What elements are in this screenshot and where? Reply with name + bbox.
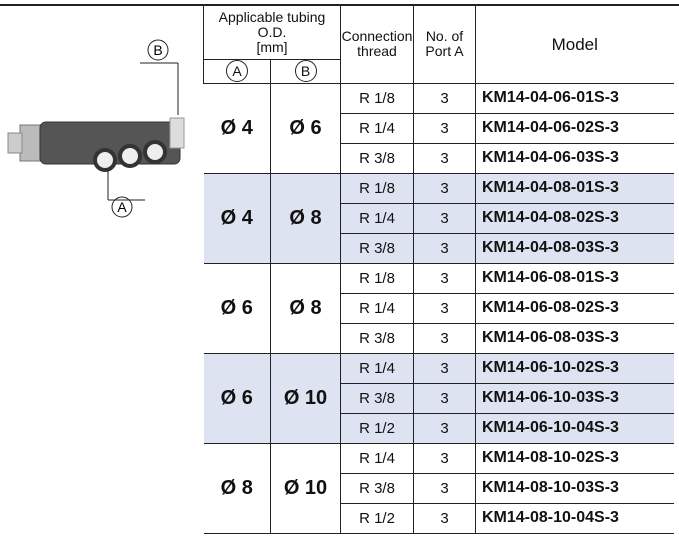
table-row: R 3/8 3 KM14-06-10-03S-3 bbox=[204, 383, 674, 414]
model: KM14-04-08-03S-3 bbox=[475, 233, 674, 264]
size-b: Ø 10 bbox=[270, 353, 341, 444]
model: KM14-08-10-02S-3 bbox=[475, 443, 674, 474]
port-count: 3 bbox=[413, 293, 476, 324]
port-b bbox=[169, 117, 185, 149]
port-count: 3 bbox=[413, 413, 476, 444]
model: KM14-04-08-01S-3 bbox=[475, 173, 674, 204]
port-count: 3 bbox=[413, 323, 476, 354]
header-ports: No. of Port A bbox=[413, 6, 476, 84]
size-a: Ø 6 bbox=[203, 263, 271, 354]
thread: R 1/2 bbox=[340, 503, 414, 534]
model: KM14-06-08-03S-3 bbox=[475, 323, 674, 354]
port-a bbox=[118, 144, 142, 168]
thread: R 1/4 bbox=[340, 203, 414, 234]
thread: R 1/2 bbox=[340, 413, 414, 444]
size-b: Ø 8 bbox=[270, 173, 341, 264]
circled-label: B bbox=[294, 60, 317, 82]
port-count: 3 bbox=[413, 263, 476, 294]
thread: R 3/8 bbox=[340, 233, 414, 264]
model: KM14-06-08-01S-3 bbox=[475, 263, 674, 294]
model: KM14-08-10-04S-3 bbox=[475, 503, 674, 534]
port-count: 3 bbox=[413, 443, 476, 474]
port-count: 3 bbox=[413, 173, 476, 204]
label-a: A bbox=[117, 199, 127, 215]
header-text: Port A bbox=[425, 43, 464, 60]
thread: R 3/8 bbox=[340, 323, 414, 354]
thread bbox=[7, 132, 23, 154]
top-rule bbox=[0, 4, 679, 6]
size-a: Ø 4 bbox=[203, 173, 271, 264]
port-count: 3 bbox=[413, 143, 476, 174]
thread: R 1/4 bbox=[340, 293, 414, 324]
table-row: R 1/4 3 KM14-04-08-02S-3 bbox=[204, 203, 674, 234]
table-row: R 1/2 3 KM14-08-10-04S-3 bbox=[204, 503, 674, 534]
size-b: Ø 8 bbox=[270, 263, 341, 354]
port-count: 3 bbox=[413, 83, 476, 114]
circled-label: A bbox=[226, 60, 248, 82]
port-count: 3 bbox=[413, 233, 476, 264]
port-count: 3 bbox=[413, 503, 476, 534]
header-b: B bbox=[270, 59, 341, 84]
header-text: No. of bbox=[425, 28, 464, 45]
table-row: R 3/8 3 KM14-06-08-03S-3 bbox=[204, 323, 674, 354]
port-a bbox=[143, 140, 167, 164]
size-b: Ø 6 bbox=[270, 83, 341, 174]
model: KM14-06-10-04S-3 bbox=[475, 413, 674, 444]
header-a: A bbox=[203, 59, 271, 84]
header-text: Connection bbox=[341, 28, 413, 45]
thread: R 1/4 bbox=[340, 443, 414, 474]
size-a: Ø 8 bbox=[203, 443, 271, 534]
port-count: 3 bbox=[413, 473, 476, 504]
model: KM14-06-10-03S-3 bbox=[475, 383, 674, 414]
size-a: Ø 4 bbox=[203, 83, 271, 174]
product-image: B A bbox=[7, 39, 185, 218]
label-circle bbox=[147, 39, 169, 61]
port-count: 3 bbox=[413, 113, 476, 144]
model: KM14-04-08-02S-3 bbox=[475, 203, 674, 234]
header-text: Applicable tubing O.D. bbox=[218, 8, 326, 40]
size-a: Ø 6 bbox=[203, 353, 271, 444]
header-model: Model bbox=[475, 6, 674, 84]
thread: R 1/4 bbox=[340, 353, 414, 384]
fitting-end bbox=[19, 124, 41, 162]
header-connection: Connection thread bbox=[340, 6, 414, 84]
model: KM14-06-08-02S-3 bbox=[475, 293, 674, 324]
table-row: R 3/8 3 KM14-04-06-03S-3 bbox=[204, 143, 674, 174]
table-row: R 1/2 3 KM14-06-10-04S-3 bbox=[204, 413, 674, 444]
model: KM14-04-06-03S-3 bbox=[475, 143, 674, 174]
model: KM14-04-06-02S-3 bbox=[475, 113, 674, 144]
thread: R 3/8 bbox=[340, 383, 414, 414]
port-count: 3 bbox=[413, 353, 476, 384]
header-text: thread bbox=[357, 43, 397, 60]
label-circle bbox=[111, 196, 133, 218]
model: KM14-08-10-03S-3 bbox=[475, 473, 674, 504]
thread: R 3/8 bbox=[340, 143, 414, 174]
table-row: R 3/8 3 KM14-08-10-03S-3 bbox=[204, 473, 674, 504]
table-row: R 1/4 3 KM14-04-06-02S-3 bbox=[204, 113, 674, 144]
size-b: Ø 10 bbox=[270, 443, 341, 534]
table-row: R 1/4 3 KM14-06-08-02S-3 bbox=[204, 293, 674, 324]
thread: R 1/8 bbox=[340, 83, 414, 114]
table-row: R 3/8 3 KM14-04-08-03S-3 bbox=[204, 233, 674, 264]
spec-table: Applicable tubing O.D. [mm] Connection thr… bbox=[203, 6, 674, 534]
port-count: 3 bbox=[413, 203, 476, 234]
thread: R 1/4 bbox=[340, 113, 414, 144]
thread: R 1/8 bbox=[340, 173, 414, 204]
port-a bbox=[93, 148, 117, 172]
model: KM14-06-10-02S-3 bbox=[475, 353, 674, 384]
thread: R 1/8 bbox=[340, 263, 414, 294]
header-tubing: Applicable tubing O.D. [mm] bbox=[203, 6, 341, 60]
header-text: [mm] bbox=[256, 38, 288, 55]
label-b: B bbox=[153, 42, 162, 58]
thread: R 3/8 bbox=[340, 473, 414, 504]
model: KM14-04-06-01S-3 bbox=[475, 83, 674, 114]
port-count: 3 bbox=[413, 383, 476, 414]
